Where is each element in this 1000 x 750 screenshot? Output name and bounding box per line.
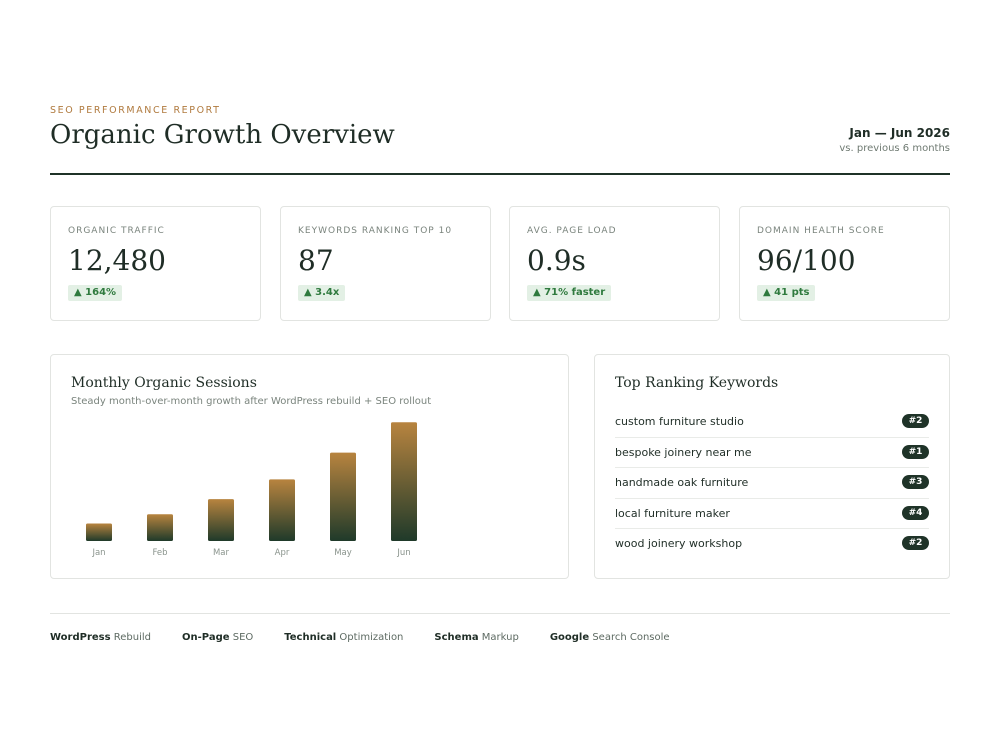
- bar-mar: [208, 499, 234, 541]
- rank-badge: #1: [902, 444, 929, 459]
- kpi-card-domain-health: DOMAIN HEALTH SCORE 96/100 ▲ 41 pts: [739, 206, 950, 321]
- page-title: Organic Growth Overview: [50, 120, 395, 150]
- period-comparison: vs. previous 6 months: [839, 143, 950, 154]
- kpi-card-keywords-top10: KEYWORDS RANKING TOP 10 87 ▲ 3.4x: [280, 206, 491, 321]
- x-tick-label: Apr: [275, 548, 290, 558]
- chart-subtitle: Steady month-over-month growth after Wor…: [71, 396, 432, 407]
- kpi-delta-badge: ▲ 71% faster: [527, 285, 612, 301]
- keywords-list: custom furniture studio #2 bespoke joine…: [615, 407, 929, 560]
- bar-may: [330, 452, 356, 541]
- keyword-text: wood joinery workshop: [615, 537, 743, 550]
- rank-badge: #4: [902, 505, 929, 520]
- bar-feb: [147, 514, 173, 541]
- x-tick-label: May: [334, 548, 352, 558]
- kpi-value: 12,480: [68, 244, 166, 277]
- kpi-value: 87: [298, 244, 334, 277]
- x-tick-label: Jun: [396, 548, 410, 558]
- x-tick-label: Jan: [91, 548, 105, 558]
- footer-item-technical: Technical Optimization: [284, 632, 404, 643]
- kpi-card-page-load: AVG. PAGE LOAD 0.9s ▲ 71% faster: [509, 206, 720, 321]
- footer-item-google: Google Search Console: [549, 632, 670, 643]
- bar-jun: [391, 422, 417, 541]
- keyword-text: local furniture maker: [615, 506, 730, 520]
- footer-item-onpage: On-Page SEO: [182, 632, 254, 643]
- keywords-panel: Top Ranking Keywords custom furniture st…: [594, 354, 950, 579]
- bar-jan: [86, 523, 112, 541]
- sessions-bar-chart: Jan Feb Mar Apr May Jun: [86, 422, 417, 558]
- kpi-label: KEYWORDS RANKING TOP 10: [298, 226, 453, 236]
- kpi-label: DOMAIN HEALTH SCORE: [757, 226, 885, 236]
- keyword-text: handmade oak furniture: [615, 476, 749, 489]
- bar-apr: [269, 479, 295, 541]
- keyword-text: bespoke joinery near me: [615, 445, 752, 459]
- footer-item-wordpress: WordPress Rebuild: [50, 632, 152, 643]
- footer-item-schema: Schema Markup: [434, 632, 519, 643]
- keyword-text: custom furniture studio: [615, 415, 744, 428]
- kpi-delta-badge: ▲ 164%: [68, 285, 123, 301]
- kpi-label: AVG. PAGE LOAD: [527, 226, 617, 236]
- rank-badge: #3: [902, 475, 929, 489]
- keyword-row: bespoke joinery near me #1: [615, 438, 929, 468]
- report-period: Jan — Jun 2026 vs. previous 6 months: [839, 126, 950, 154]
- kpi-value: 0.9s: [527, 244, 586, 277]
- rank-badge: #2: [902, 536, 929, 550]
- x-tick-label: Feb: [152, 548, 167, 558]
- services-footer: WordPress Rebuild On-Page SEO Technical …: [50, 632, 670, 643]
- footer-divider: [50, 613, 950, 614]
- keywords-title: Top Ranking Keywords: [615, 375, 779, 391]
- report-eyebrow: SEO PERFORMANCE REPORT: [50, 105, 221, 116]
- keyword-row: handmade oak furniture #3: [615, 468, 929, 499]
- x-tick-label: Mar: [213, 548, 230, 558]
- kpi-label: ORGANIC TRAFFIC: [68, 226, 165, 236]
- keyword-row: custom furniture studio #2: [615, 407, 929, 438]
- kpi-card-organic-traffic: ORGANIC TRAFFIC 12,480 ▲ 164%: [50, 206, 261, 321]
- sessions-chart-panel: Monthly Organic Sessions Steady month-ov…: [50, 354, 569, 579]
- kpi-delta-badge: ▲ 41 pts: [757, 285, 816, 301]
- chart-title: Monthly Organic Sessions: [71, 375, 257, 391]
- kpi-value: 96/100: [757, 244, 856, 277]
- header-divider: [50, 173, 950, 175]
- period-range: Jan — Jun 2026: [849, 126, 950, 140]
- kpi-delta-badge: ▲ 3.4x: [298, 285, 346, 301]
- rank-badge: #2: [902, 414, 929, 428]
- keyword-row: wood joinery workshop #2: [615, 529, 929, 560]
- keyword-row: local furniture maker #4: [615, 499, 929, 529]
